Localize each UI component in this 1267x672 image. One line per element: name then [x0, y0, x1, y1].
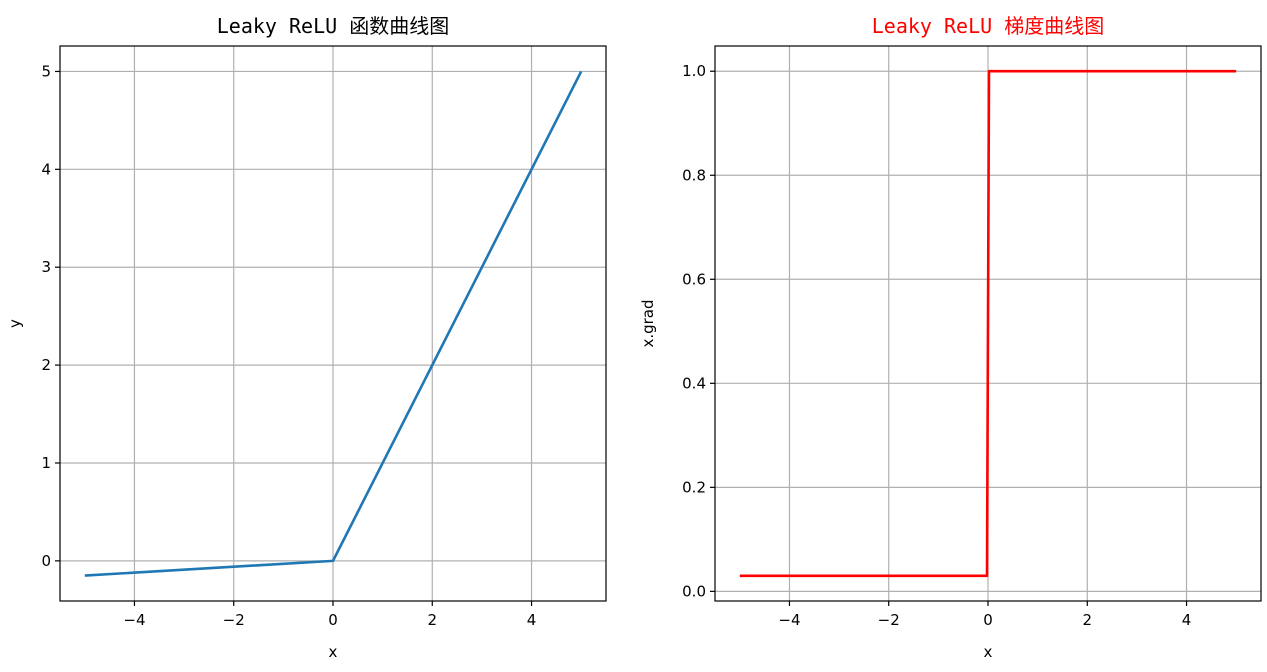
grid [60, 46, 606, 601]
x-axis-label: x [984, 643, 993, 661]
x-tick-label: 2 [1082, 611, 1092, 629]
x-tick-label: −2 [878, 611, 900, 629]
y-tick-label: 1 [41, 454, 51, 472]
chart-title: Leaky ReLU 梯度曲线图 [872, 14, 1104, 38]
y-tick-label: 0.2 [682, 478, 706, 496]
function-chart: Leaky ReLU 函数曲线图 −4 −2 0 2 4 0 1 2 3 4 5 x y [6, 14, 607, 661]
y-tick-label: 1.0 [682, 62, 706, 80]
x-tick-label: 4 [527, 611, 537, 629]
y-tick-label: 0.0 [682, 582, 706, 600]
series-line [84, 70, 583, 577]
x-tick-label: 0 [328, 611, 338, 629]
y-axis-label: y [6, 319, 24, 328]
x-axis-label: x [329, 643, 338, 661]
series-line [739, 69, 1237, 578]
y-tick-label: 2 [41, 356, 51, 374]
chart-title: Leaky ReLU 函数曲线图 [217, 14, 449, 38]
y-tick-label: 3 [41, 258, 51, 276]
x-tick-label: 4 [1182, 611, 1192, 629]
series [739, 69, 1237, 578]
x-tick-label: −4 [778, 611, 800, 629]
y-tick-label: 0 [41, 552, 51, 570]
axis-ticks: −4 −2 0 2 4 0.0 0.2 0.4 0.6 0.8 1.0 [682, 62, 1191, 629]
y-tick-label: 0.4 [682, 374, 706, 392]
y-tick-label: 0.8 [682, 166, 706, 184]
y-tick-label: 0.6 [682, 270, 706, 288]
y-tick-label: 4 [41, 160, 51, 178]
y-axis-label: x.grad [639, 299, 657, 347]
gradient-chart: Leaky ReLU 梯度曲线图 −4 −2 0 2 4 0.0 0.2 0.4 0.6 0.8 1… [639, 14, 1262, 661]
series [84, 70, 583, 577]
x-tick-label: 0 [983, 611, 993, 629]
x-tick-label: −4 [123, 611, 145, 629]
y-tick-label: 5 [41, 62, 51, 80]
x-tick-label: −2 [223, 611, 245, 629]
x-tick-label: 2 [427, 611, 437, 629]
axis-ticks: −4 −2 0 2 4 0 1 2 3 4 5 [41, 62, 536, 629]
